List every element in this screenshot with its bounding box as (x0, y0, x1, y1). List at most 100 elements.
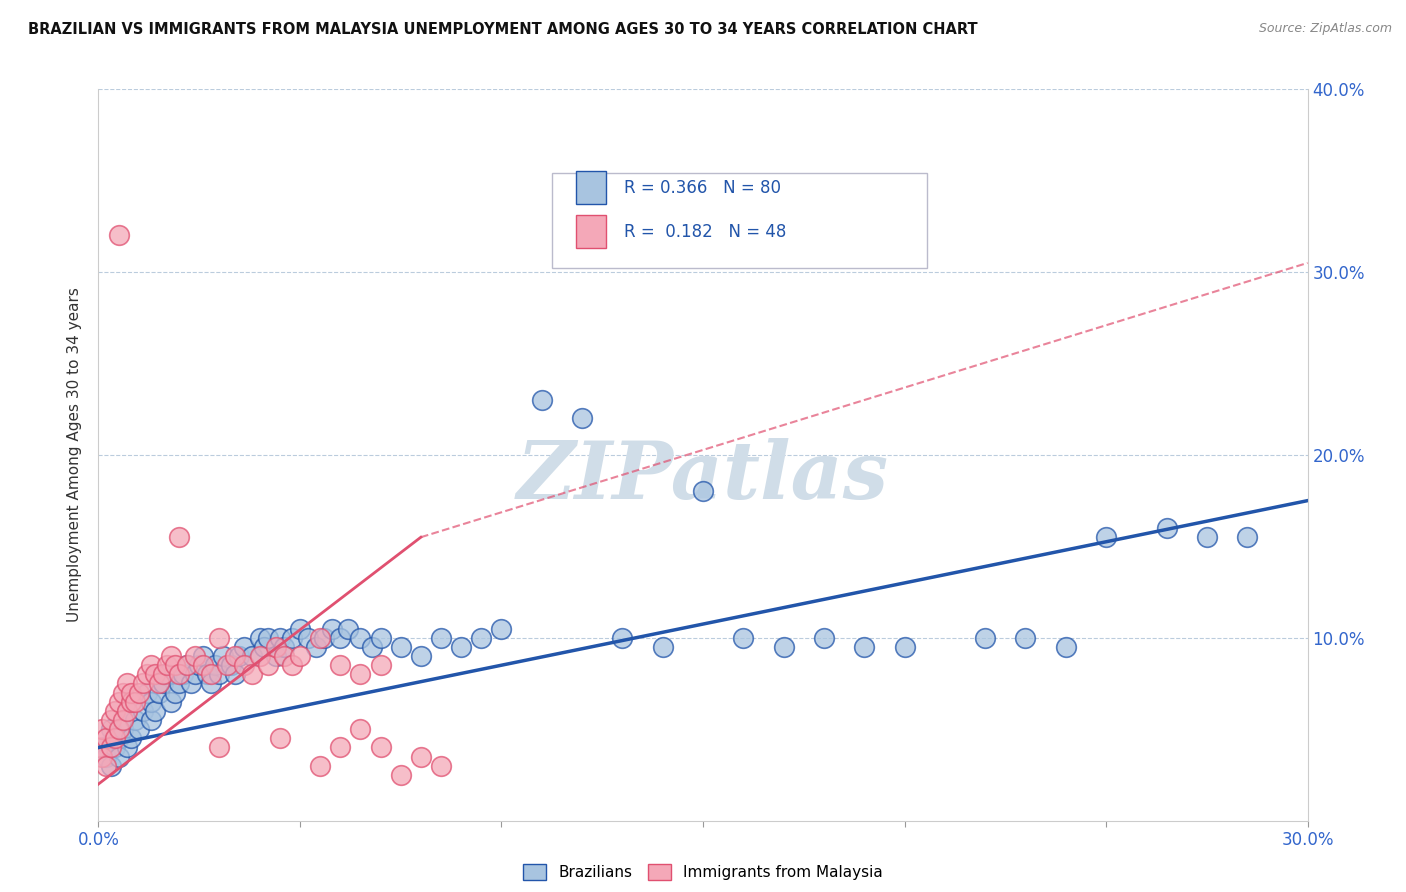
Legend: Brazilians, Immigrants from Malaysia: Brazilians, Immigrants from Malaysia (517, 858, 889, 886)
Point (772, 640, 794, 654)
Point (160, 649, 183, 664)
Point (115, 676, 138, 690)
Point (107, 749, 129, 764)
Point (91, 740, 114, 755)
Point (200, 676, 222, 690)
Point (450, 640, 472, 654)
Point (103, 731, 125, 746)
Point (100, 758, 122, 772)
Point (107, 731, 129, 746)
Point (228, 649, 250, 664)
Point (204, 658, 226, 673)
Point (87, 740, 110, 755)
Point (143, 704, 166, 718)
Point (370, 631, 392, 645)
Point (269, 731, 291, 746)
Point (184, 667, 207, 681)
Point (135, 685, 157, 699)
Point (156, 658, 179, 673)
Point (224, 649, 246, 664)
Point (148, 676, 170, 690)
Point (115, 740, 138, 755)
Point (111, 723, 134, 737)
Point (217, 658, 239, 673)
Point (96, 749, 118, 764)
Point (281, 631, 304, 645)
Text: R =  0.182   N = 48: R = 0.182 N = 48 (624, 223, 787, 241)
Point (309, 758, 332, 772)
Point (256, 631, 278, 645)
Y-axis label: Unemployment Among Ages 30 to 34 years: Unemployment Among Ages 30 to 34 years (67, 287, 83, 623)
Point (111, 713, 134, 727)
Point (124, 713, 146, 727)
Point (470, 631, 492, 645)
Point (200, 667, 222, 681)
Point (309, 631, 332, 645)
Point (253, 640, 276, 654)
Point (115, 704, 138, 718)
Point (1236, 530, 1258, 544)
Point (152, 667, 174, 681)
Point (167, 667, 190, 681)
Point (240, 649, 263, 664)
Point (571, 411, 593, 425)
Point (974, 631, 997, 645)
Point (120, 731, 142, 746)
Point (139, 713, 162, 727)
Point (152, 676, 174, 690)
Point (349, 667, 371, 681)
Point (172, 667, 194, 681)
Point (188, 658, 211, 673)
Point (111, 685, 134, 699)
Point (208, 740, 231, 755)
Point (107, 228, 129, 243)
Point (100, 740, 122, 755)
Point (651, 640, 673, 654)
Text: ZIPatlas: ZIPatlas (517, 438, 889, 516)
Point (100, 723, 122, 737)
Point (314, 631, 336, 645)
Point (184, 649, 207, 664)
Point (692, 484, 714, 499)
Point (329, 658, 352, 673)
Point (264, 649, 287, 664)
Point (115, 704, 138, 718)
FancyBboxPatch shape (576, 171, 606, 204)
Point (103, 704, 125, 718)
Point (361, 640, 384, 654)
FancyBboxPatch shape (553, 173, 927, 268)
Point (273, 649, 295, 664)
Point (337, 622, 360, 636)
Text: BRAZILIAN VS IMMIGRANTS FROM MALAYSIA UNEMPLOYMENT AMONG AGES 30 TO 34 YEARS COR: BRAZILIAN VS IMMIGRANTS FROM MALAYSIA UN… (28, 22, 977, 37)
Point (107, 695, 129, 709)
Point (96, 758, 118, 772)
Point (148, 685, 170, 699)
Point (1054, 640, 1077, 654)
Point (193, 658, 215, 673)
Point (212, 649, 235, 664)
Point (256, 658, 278, 673)
Point (124, 695, 146, 709)
Point (530, 392, 553, 407)
Point (96, 731, 118, 746)
Point (733, 631, 755, 645)
Point (249, 631, 271, 645)
Point (232, 658, 254, 673)
Point (120, 695, 142, 709)
Point (281, 658, 304, 673)
Point (180, 676, 202, 690)
Point (128, 723, 150, 737)
Point (232, 640, 254, 654)
Point (107, 723, 129, 737)
Point (264, 640, 287, 654)
Point (132, 676, 155, 690)
Point (853, 640, 876, 654)
Point (288, 649, 311, 664)
Point (128, 685, 150, 699)
Point (349, 631, 371, 645)
Point (195, 667, 218, 681)
Point (143, 667, 166, 681)
Point (288, 622, 311, 636)
Point (269, 631, 291, 645)
Point (120, 685, 142, 699)
